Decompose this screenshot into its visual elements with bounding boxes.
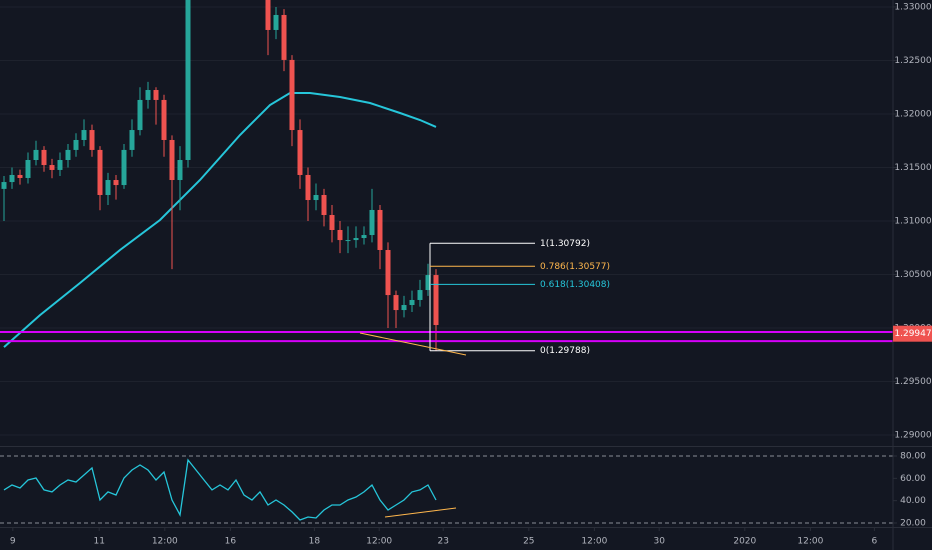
candle-body [153,90,159,100]
candle-body [161,99,167,140]
candle-body [393,295,399,311]
x-tick-label: 12:00 [797,537,823,547]
candle-body [73,139,79,150]
candle-body [9,174,15,183]
y-tick-label: 20.00 [900,518,926,528]
y-tick-label: 1.32000 [894,109,931,119]
candle-body [185,0,191,160]
candle-body [113,180,119,186]
x-tick-label: 16 [225,537,237,547]
candle-body [385,250,391,296]
candle-body [81,130,87,140]
candle-body [281,14,287,60]
fib-label: 0(1.29788) [540,346,590,356]
x-tick-label: 23 [437,537,448,547]
x-tick-label: 12:00 [581,537,607,547]
y-tick-label: 1.33000 [894,2,931,12]
y-tick-label: 1.29000 [894,431,931,441]
candle-body [313,194,319,201]
candle-body [89,130,95,150]
fib-label: 1(1.30792) [540,239,590,249]
x-tick-label: 12:00 [366,537,392,547]
x-tick-label: 2020 [733,537,756,547]
y-tick-label: 1.31500 [894,163,931,173]
candle-body [1,182,7,189]
candle-body [353,238,359,241]
rsi-trend-line [384,507,457,518]
candle-body [265,0,271,30]
x-tick-label: 9 [10,537,16,547]
candle-body [409,299,415,306]
y-tick-label: 1.31000 [894,217,931,227]
x-tick-label: 12:00 [152,537,178,547]
candle-body [41,149,47,166]
fib-label: 0.618(1.30408) [540,280,610,290]
candle-body [337,229,343,241]
rsi-line [3,458,437,521]
candle-body [273,14,279,30]
y-tick-label: 1.30500 [894,270,931,280]
candle-body [25,159,31,178]
candle-body [369,209,375,236]
y-tick-label: 40.00 [900,496,926,506]
price-pane [0,0,893,436]
candle-body [361,235,367,239]
candle-body [297,130,303,175]
candle-body [305,174,311,201]
candle-body [329,215,335,230]
y-tick-label: 1.29500 [894,377,931,387]
candle-body [137,99,143,131]
candle-body [345,240,351,242]
candle-body [401,305,407,311]
candle-body [129,130,135,150]
candle-body [33,149,39,160]
y-tick-label: 80.00 [900,451,926,461]
candle-body [321,194,327,216]
candle-body [49,165,55,170]
x-tick-label: 30 [653,537,665,547]
candle-body [17,174,23,178]
moving-average [3,92,437,348]
candle-body [377,209,383,251]
candle-body [145,90,151,100]
x-tick-label: 11 [93,537,104,547]
candle-body [289,59,295,131]
candle-body [425,275,431,291]
y-tick-label: 60.00 [900,474,926,484]
candle-body [105,180,111,195]
candle-body [121,149,127,186]
candle-body [417,290,423,300]
x-tick-label: 25 [523,537,534,547]
candle-body [169,139,175,181]
x-tick-label: 6 [872,537,878,547]
candle-body [433,275,439,326]
fib-label: 0.786(1.30577) [540,262,610,272]
x-tick-label: 18 [309,537,321,547]
trend-line [359,332,467,356]
candle-body [65,149,71,160]
last-price-box [893,325,932,342]
y-tick-label: 1.32500 [894,56,931,66]
rsi-pane [0,455,893,524]
candle-body [57,159,63,170]
last-price-label: 1.29947 [894,329,931,339]
candle-body [97,149,103,195]
candle-body [177,159,183,181]
